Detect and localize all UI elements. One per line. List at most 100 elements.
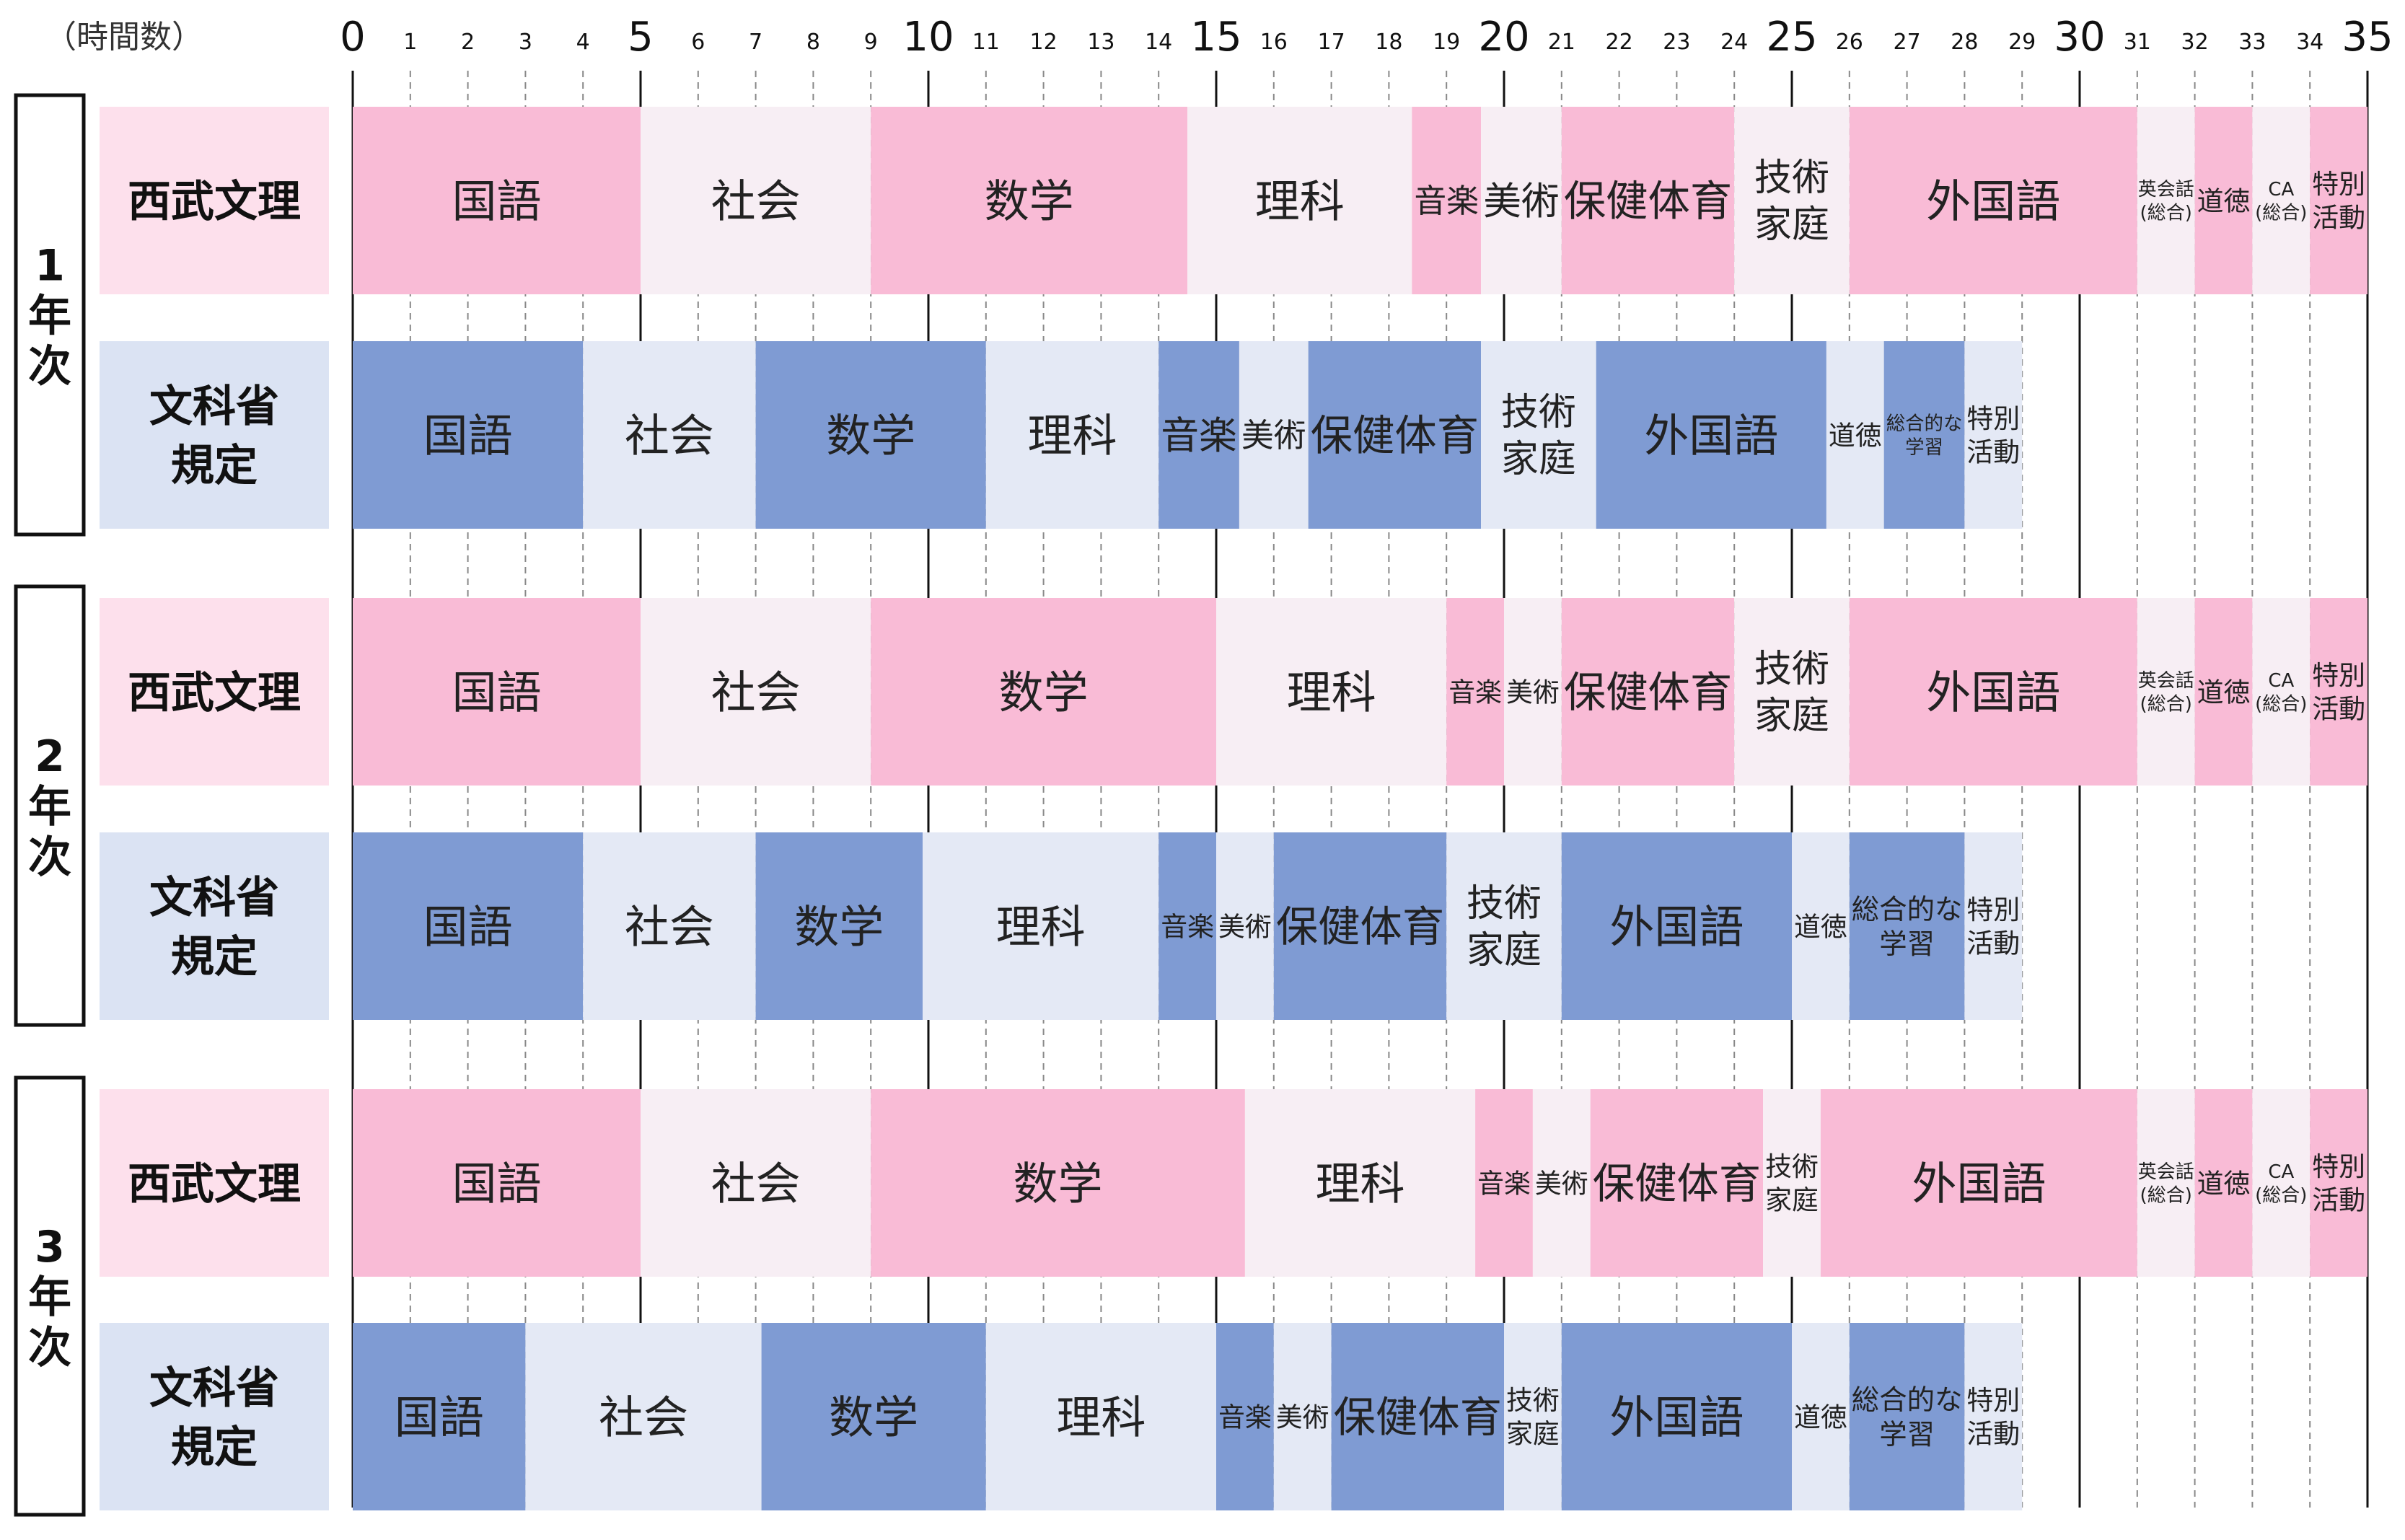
segment-label: 技術 — [1506, 1385, 1560, 1416]
bar-segment — [353, 341, 584, 529]
segment-label: (総合) — [2255, 203, 2307, 224]
tick-label-minor: 32 — [2181, 30, 2209, 55]
segment-label: 美術 — [1276, 1402, 1329, 1433]
tick-label-minor: 18 — [1375, 30, 1402, 55]
bar-segment — [1216, 832, 1274, 1020]
tick-label-minor: 13 — [1087, 30, 1114, 55]
tick-label-major: 35 — [2342, 14, 2393, 61]
bar-segment — [1792, 832, 1850, 1020]
bar-segment — [641, 598, 871, 786]
tick-label-minor: 4 — [576, 30, 590, 55]
segment-label: 社会 — [711, 666, 801, 718]
bar-segment — [1849, 107, 2137, 294]
segment-label: (総合) — [2140, 1185, 2192, 1207]
tick-label-major: 10 — [902, 14, 954, 61]
bar-segment — [1446, 598, 1504, 786]
tick-label-minor: 12 — [1030, 30, 1058, 55]
segment-label: 道徳 — [2197, 677, 2251, 708]
segment-label: 美術 — [1241, 416, 1306, 454]
bar-segment — [1504, 1323, 1562, 1510]
segment-label: 保健体育 — [1593, 1159, 1761, 1208]
tick-label-major: 5 — [628, 14, 654, 61]
segment-label: 保健体育 — [1311, 411, 1479, 460]
bar-segment — [641, 1089, 871, 1277]
bar-segment — [1734, 598, 1850, 786]
row-label: 規定 — [171, 932, 258, 982]
bar-segment — [1826, 341, 1884, 529]
segment-label: 外国語 — [1644, 409, 1778, 462]
segment-label: 家庭 — [1765, 1184, 1819, 1215]
bar-segment — [871, 1089, 1245, 1277]
row-label-box — [100, 341, 329, 529]
bar-segment — [2252, 598, 2311, 786]
segment-label: 活動 — [2312, 693, 2365, 724]
year-group-box — [14, 584, 86, 1027]
segment-label: 活動 — [2312, 202, 2365, 233]
bar-segment — [1158, 341, 1239, 529]
bar-segment — [871, 107, 1188, 294]
bar-segment — [2194, 598, 2253, 786]
segment-label: 総合的な — [1852, 894, 1963, 926]
bar-segment — [1590, 1089, 1764, 1277]
bar-segment — [1216, 598, 1447, 786]
bar-segment — [1158, 832, 1216, 1020]
segment-label: 外国語 — [1926, 175, 2060, 227]
bar-segment — [1820, 1089, 2137, 1277]
segment-label: (総合) — [2140, 694, 2192, 716]
bar-segment — [1849, 832, 1965, 1020]
bar-segment — [1239, 341, 1309, 529]
year-label: 次 — [28, 832, 71, 883]
segment-label: 外国語 — [1926, 666, 2060, 718]
bar-segment — [1308, 341, 1482, 529]
tick-label-minor: 29 — [2008, 30, 2036, 55]
bar-segment — [353, 598, 641, 786]
segment-label: 社会 — [625, 900, 714, 953]
segment-label: 技術 — [1754, 157, 1829, 200]
bar-segment — [1273, 832, 1447, 1020]
segment-label: 外国語 — [1609, 1391, 1744, 1443]
segment-label: 音楽 — [1448, 677, 1502, 708]
tick-label-major: 25 — [1766, 14, 1817, 61]
segment-label: 社会 — [711, 175, 801, 227]
segment-label: 数学 — [1014, 1157, 1103, 1210]
segment-label: 理科 — [1056, 1391, 1146, 1443]
bar-segment — [1734, 107, 1850, 294]
segment-label: 理科 — [1287, 666, 1376, 718]
bar-segment — [755, 832, 923, 1020]
row-label: 西武文理 — [128, 177, 301, 227]
bar-segment — [2310, 107, 2367, 294]
row-label: 文科省 — [149, 873, 279, 923]
axis-title: （時間数） — [45, 19, 203, 56]
bar-segment — [2137, 598, 2195, 786]
tick-label-minor: 3 — [519, 30, 532, 55]
bar-segment — [1561, 598, 1735, 786]
bar-segment — [1561, 1323, 1792, 1510]
row-label-box — [100, 832, 329, 1020]
tick-label-minor: 19 — [1433, 30, 1460, 55]
bar-segment — [1504, 598, 1562, 786]
segment-label: 理科 — [1027, 409, 1117, 462]
year-label: 1 — [35, 241, 65, 291]
bar-segment — [1561, 832, 1792, 1020]
segment-label: 数学 — [999, 666, 1089, 718]
bar-segment — [583, 832, 756, 1020]
tick-label-minor: 21 — [1548, 30, 1575, 55]
bar-segment — [1331, 1323, 1504, 1510]
bar-segment — [353, 107, 641, 294]
segment-label: 道徳 — [1794, 1402, 1847, 1433]
bar-segment — [2194, 107, 2253, 294]
segment-label: CA — [2268, 1161, 2294, 1183]
year-group-box — [14, 1075, 86, 1517]
row-label-box — [100, 1089, 329, 1277]
segment-label: 音楽 — [1161, 911, 1214, 942]
tick-label-minor: 11 — [972, 30, 1000, 55]
segment-label: 理科 — [1315, 1157, 1404, 1210]
tick-label-minor: 23 — [1663, 30, 1690, 55]
row-label: 規定 — [171, 441, 258, 491]
segment-label: 数学 — [794, 900, 884, 953]
segment-label: (総合) — [2140, 203, 2192, 224]
segment-label: 社会 — [711, 1157, 801, 1210]
tick-label-major: 0 — [340, 14, 366, 61]
bar-segment — [1216, 1323, 1274, 1510]
